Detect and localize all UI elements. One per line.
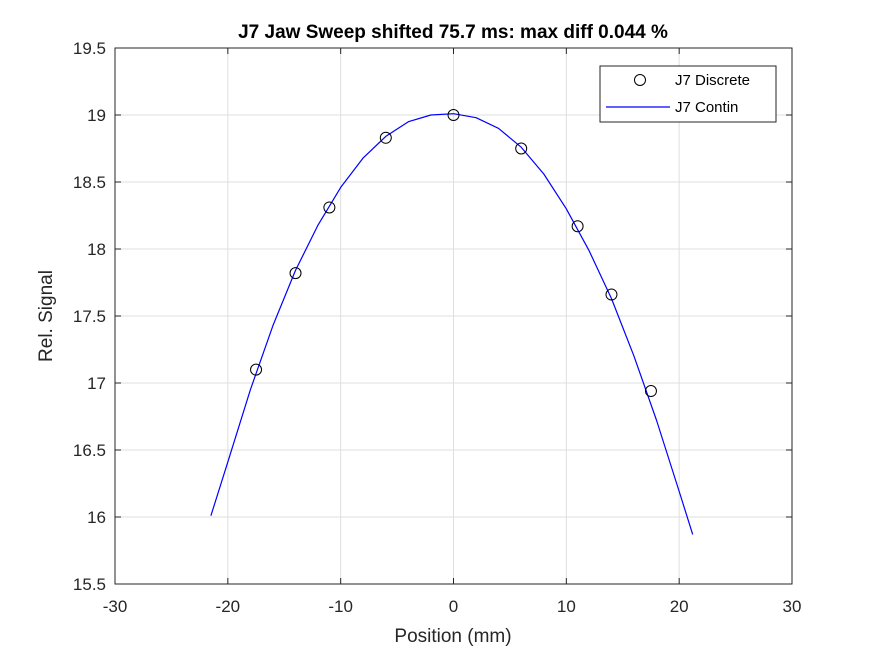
x-tick-label: 20: [670, 597, 689, 616]
ticks: -30 -20 -10 0 10 20 30 15.5 16 16.5 17 17.5 18 18.5 19…: [73, 39, 802, 616]
x-tick-label: 0: [449, 597, 458, 616]
legend: J7 Discrete J7 Contin: [599, 65, 777, 123]
chart-title: J7 Jaw Sweep shifted 75.7 ms: max diff 0…: [238, 22, 668, 43]
legend-label: J7 Discrete: [675, 72, 750, 89]
x-tick-label: -30: [103, 597, 128, 616]
y-tick-label: 18: [87, 240, 106, 259]
data-point-j7-discrete: [323, 201, 336, 214]
x-axis-label: Position (mm): [394, 626, 511, 647]
y-tick-label: 17.5: [73, 307, 106, 326]
data-point-j7-discrete: [515, 142, 528, 155]
legend-entries: J7 Discrete J7 Contin: [606, 72, 750, 116]
series-line-j7-contin: [210, 113, 694, 535]
y-tick-label: 19: [87, 106, 106, 125]
y-tick-label: 15.5: [73, 575, 106, 594]
data-point-j7-discrete: [379, 131, 392, 144]
x-tick-label: -20: [216, 597, 241, 616]
data-point-j7-discrete: [250, 363, 263, 376]
grid: [115, 48, 792, 584]
legend-label: J7 Contin: [675, 99, 738, 116]
x-tick-label: 30: [783, 597, 802, 616]
data-point-j7-discrete: [571, 220, 584, 233]
x-tick-label: 10: [557, 597, 576, 616]
legend-marker-j7-discrete: [634, 74, 646, 86]
plot-data: [210, 109, 694, 535]
y-tick-label: 19.5: [73, 39, 106, 58]
y-tick-label: 16.5: [73, 441, 106, 460]
y-tick-label: 16: [87, 508, 106, 527]
data-point-j7-discrete: [447, 109, 460, 121]
y-axis-label: Rel. Signal: [36, 270, 57, 362]
data-point-j7-discrete: [605, 288, 618, 301]
data-point-j7-discrete: [644, 385, 657, 398]
legend-box: [599, 65, 777, 123]
y-tick-label: 18.5: [73, 173, 106, 192]
data-point-j7-discrete: [289, 267, 302, 280]
x-tick-label: -10: [328, 597, 353, 616]
y-tick-label: 17: [87, 374, 106, 393]
